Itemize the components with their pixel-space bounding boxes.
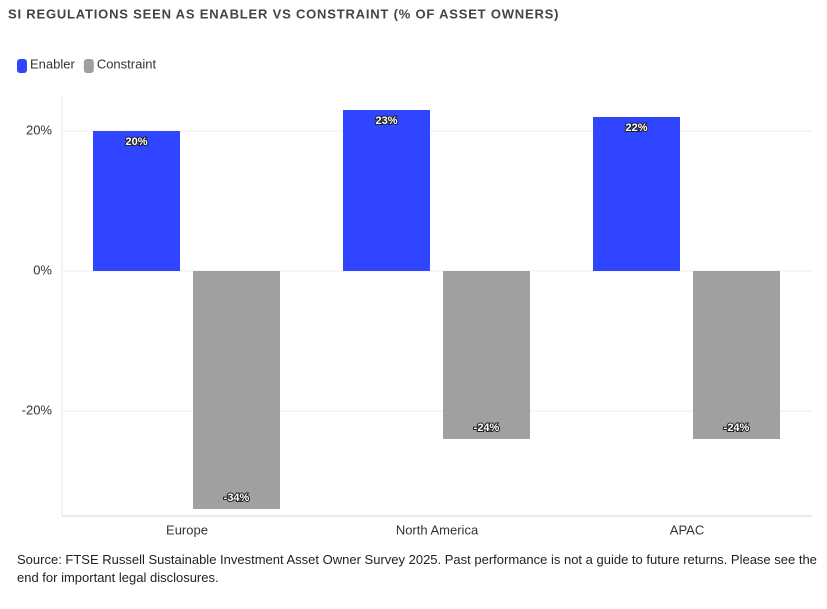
data-label: 20% — [125, 136, 147, 148]
y-tick-label: 0% — [33, 262, 52, 277]
data-label: 23% — [375, 115, 397, 127]
data-label: -24% — [474, 422, 500, 434]
legend-swatch — [83, 59, 94, 73]
bar — [443, 271, 530, 439]
legend-swatch — [17, 59, 27, 73]
bar — [593, 117, 680, 271]
data-label: 22% — [625, 122, 647, 134]
chart-title: SI REGULATIONS SEEN AS ENABLER VS CONSTR… — [8, 6, 559, 21]
bar — [93, 131, 180, 271]
x-tick-label: Europe — [166, 522, 208, 537]
x-tick-label: APAC — [670, 522, 704, 537]
source-note: Source: FTSE Russell Sustainable Investm… — [17, 552, 817, 585]
data-label: -34% — [224, 492, 250, 504]
legend-label: Constraint — [97, 56, 157, 71]
y-tick-label: -20% — [22, 402, 53, 417]
bar — [193, 271, 280, 509]
legend-label: Enabler — [30, 56, 75, 71]
bar — [343, 110, 430, 271]
data-label: -24% — [724, 422, 750, 434]
bar — [693, 271, 780, 439]
y-tick-label: 20% — [26, 122, 52, 137]
x-tick-label: North America — [396, 522, 479, 537]
